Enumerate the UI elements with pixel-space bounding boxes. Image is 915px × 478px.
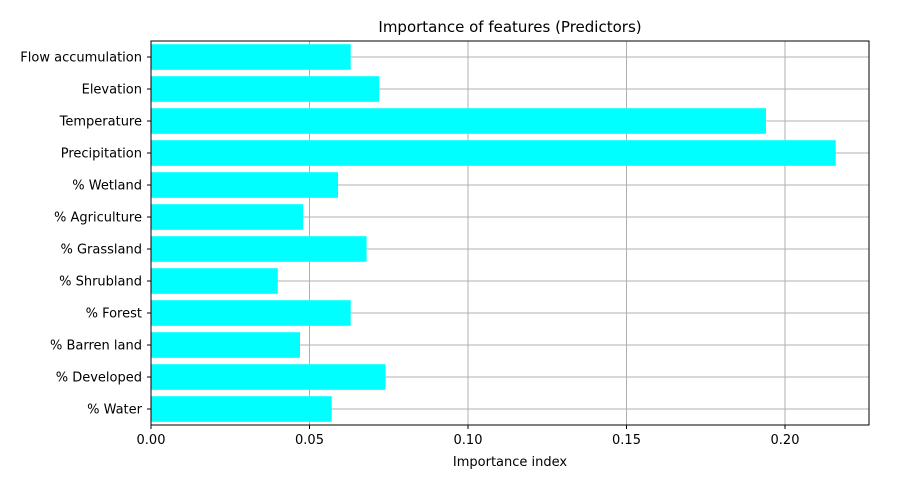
y-tick-label: Temperature [59,115,142,130]
y-tick-label: % Developed [56,371,142,386]
bar [151,300,351,326]
x-tick-label: 0.10 [454,433,483,448]
x-axis-label: Importance index [453,455,568,470]
y-tick-label: % Water [87,403,143,418]
y-tick-label: % Barren land [50,339,142,354]
y-tick-label: Precipitation [61,147,142,162]
y-tick-label: Flow accumulation [20,51,142,66]
bar [151,140,836,166]
bar [151,364,386,390]
y-tick-label: Elevation [82,83,142,98]
bar [151,396,332,422]
x-tick-label: 0.15 [612,433,641,448]
bars [151,44,836,422]
chart-title: Importance of features (Predictors) [378,18,641,36]
bar [151,76,380,102]
plot-frame [150,40,870,426]
x-tick-label: 0.00 [137,433,166,448]
bar [151,236,367,262]
bar [151,108,766,134]
x-tick-label: 0.05 [295,433,324,448]
y-tick-label: % Grassland [61,243,143,258]
bar [151,44,351,70]
x-tick-label: 0.20 [771,433,800,448]
y-tick-label: % Shrubland [59,275,142,290]
bar [151,172,339,198]
bar [151,204,304,230]
y-tick-label: % Agriculture [54,211,142,226]
y-tick-label: % Wetland [72,179,142,194]
bar [151,268,278,294]
x-axis-ticks: 0.00 0.05 0.10 0.15 0.20 [137,425,800,448]
bar [151,332,300,358]
y-tick-label: % Forest [86,307,142,322]
y-axis-ticks: Flow accumulation Elevation Temperature Pre… [20,51,151,418]
